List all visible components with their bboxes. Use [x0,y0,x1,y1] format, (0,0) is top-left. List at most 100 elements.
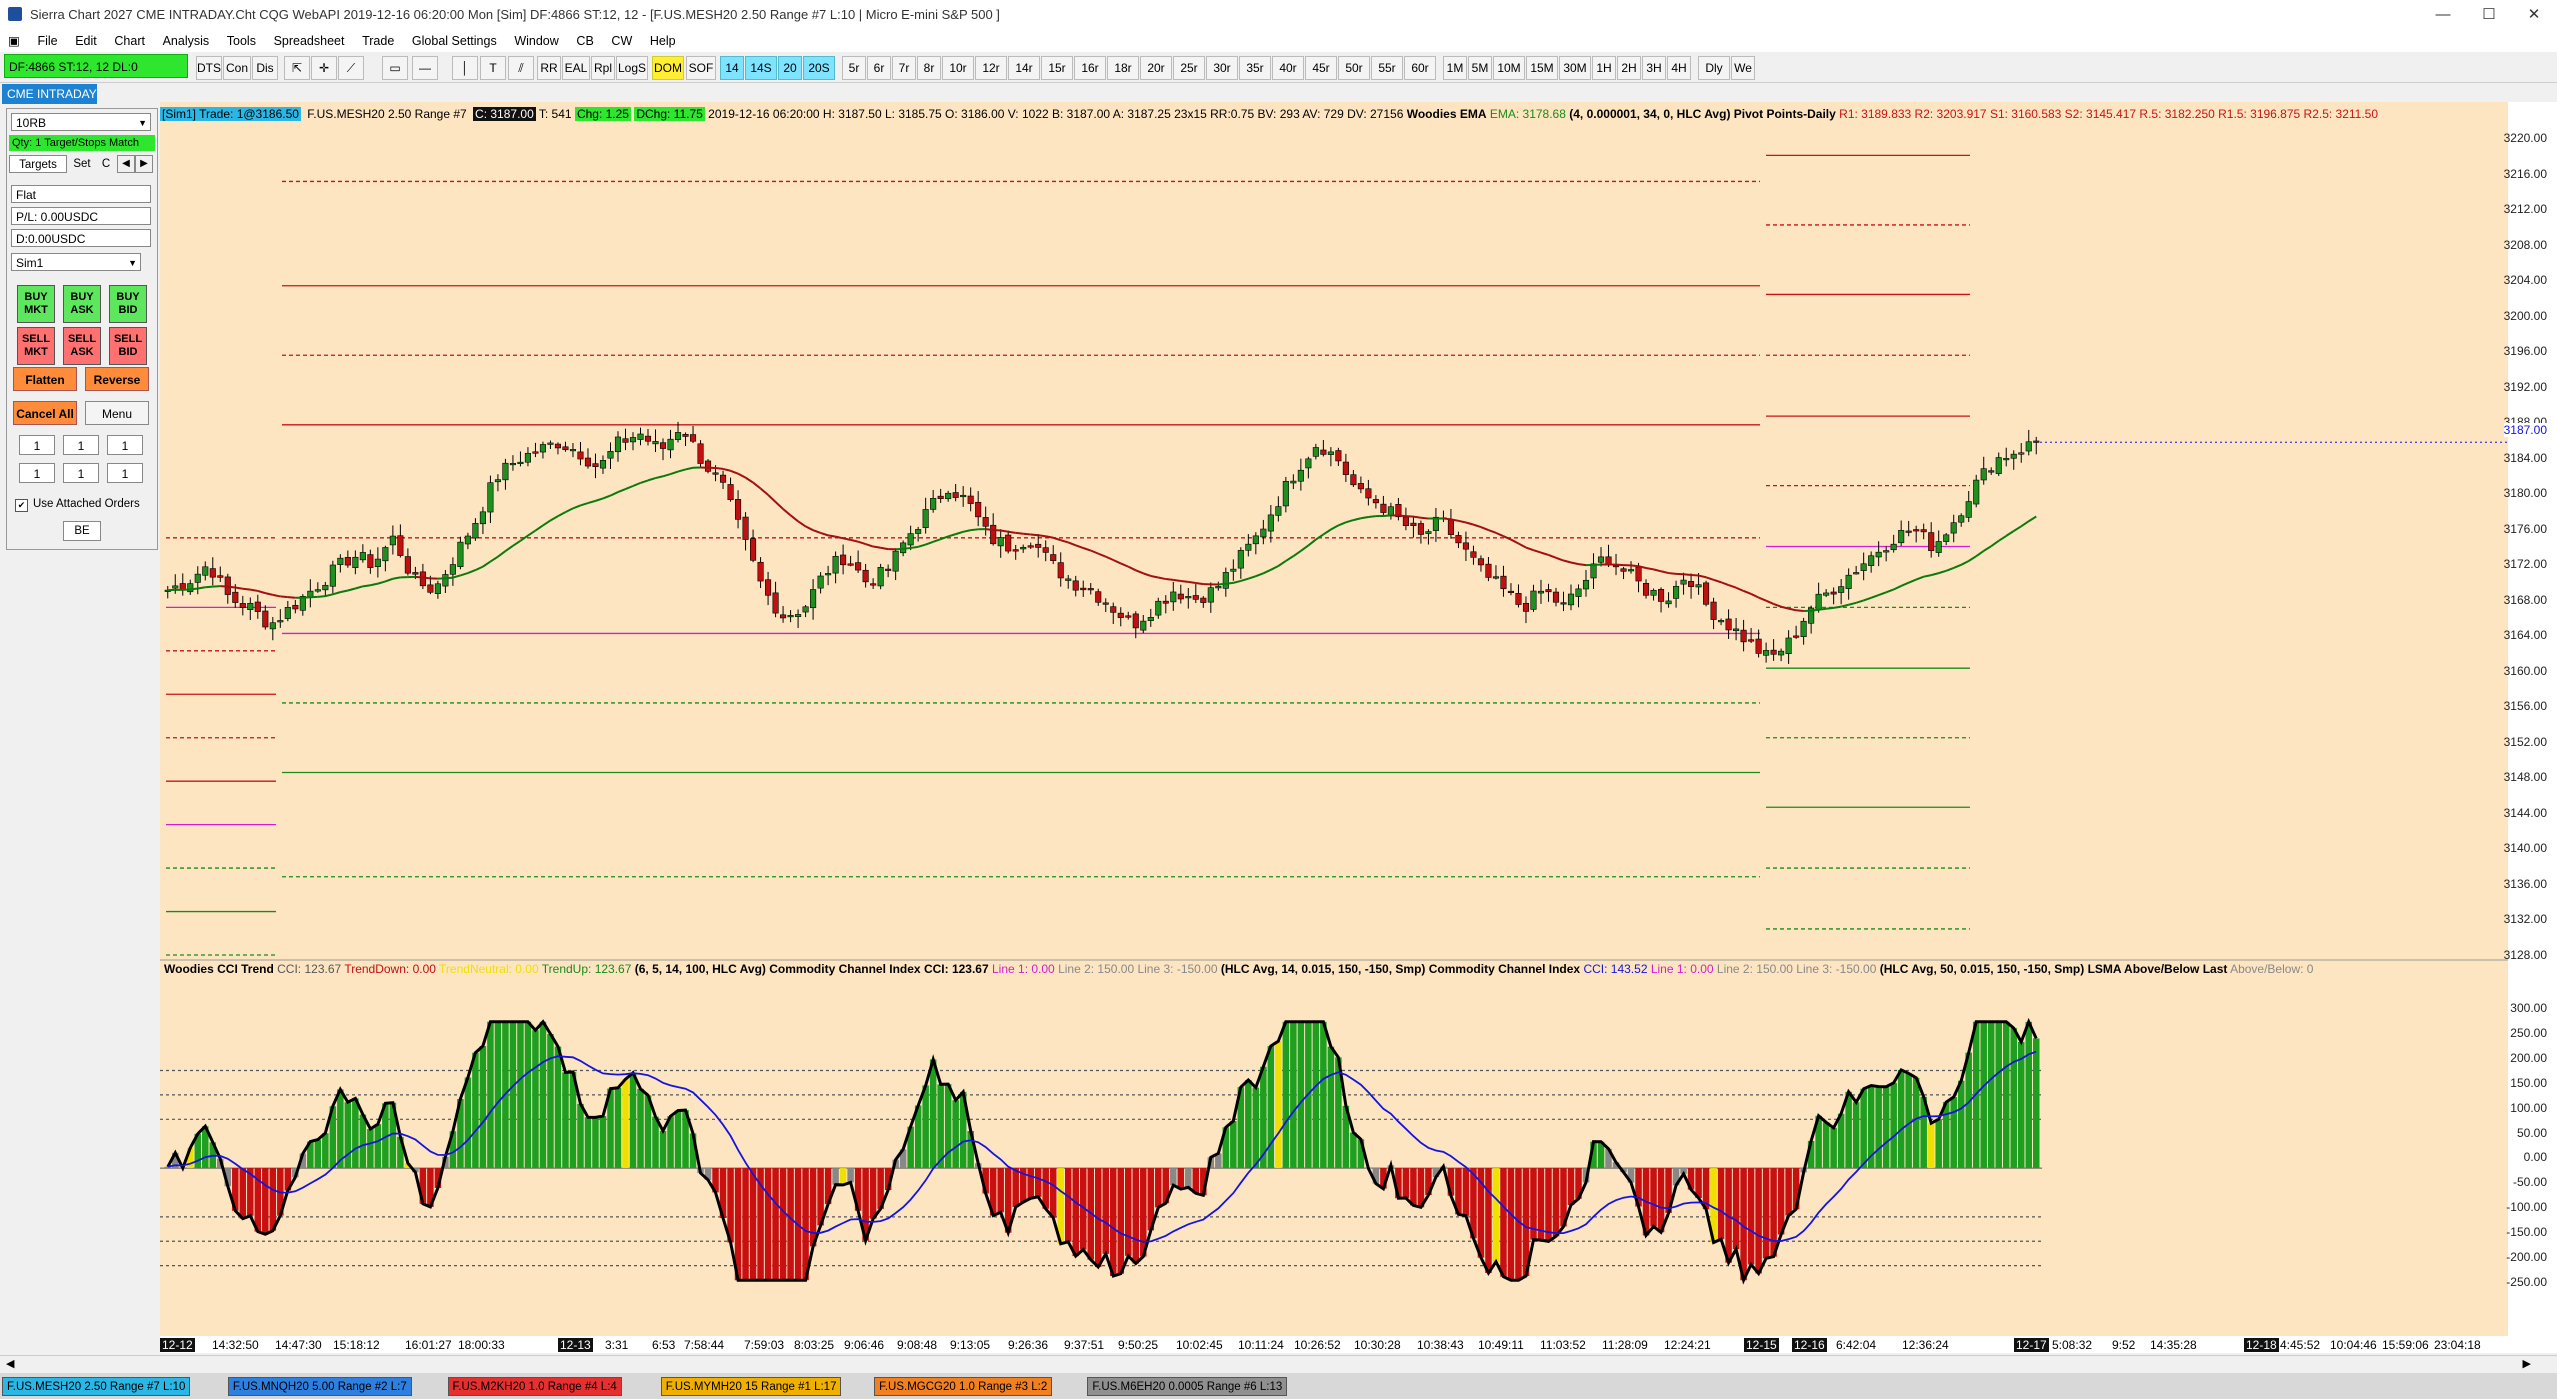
chart-tab-3[interactable]: F.US.M2KH20 1.0 Range #4 L:4 [447,1377,622,1396]
timeframe-button-6r[interactable]: 6r [867,56,891,80]
timeframe-button-1m[interactable]: 1M [1443,56,1467,80]
pointer-tool-icon[interactable]: ⇱ [284,56,310,80]
sell-market-button[interactable]: SELL MKT [17,327,55,365]
chartbook-tab[interactable]: CME INTRADAY [2,84,97,104]
timeframe-button-2h[interactable]: 2H [1617,56,1641,80]
bar-type-select[interactable]: 10RB ▼ [11,113,151,131]
menu-tools[interactable]: Tools [226,34,256,48]
timeframe-button-12r[interactable]: 12r [975,56,1007,80]
chart-area[interactable] [160,102,2508,1353]
tab-set[interactable]: Set [73,158,91,170]
timeframe-button-4h[interactable]: 4H [1667,56,1691,80]
logs-button[interactable]: LogS [616,56,648,80]
timeframe-button-we[interactable]: We [1731,56,1755,80]
text-tool-icon[interactable]: T [480,56,506,80]
timeframe-button-14r[interactable]: 14r [1008,56,1040,80]
cancel-all-button[interactable]: Cancel All [13,401,77,425]
reverse-button[interactable]: Reverse [85,367,149,391]
rr-button[interactable]: RR [537,56,561,80]
menu-global-settings[interactable]: Global Settings [411,34,497,48]
account-select[interactable]: Sim1 ▼ [11,253,141,271]
timeframe-button-8r[interactable]: 8r [917,56,941,80]
timeframe-button-25r[interactable]: 25r [1173,56,1205,80]
timeframe-button-30r[interactable]: 30r [1206,56,1238,80]
line-tool-icon[interactable]: ⟋ [338,56,364,80]
qty-cell[interactable]: 1 [107,435,143,455]
crosshair-tool-icon[interactable]: ✛ [311,56,337,80]
buy-market-button[interactable]: BUY MKT [17,285,55,323]
chart-tab-4[interactable]: F.US.MYMH20 15 Range #1 L:17 [660,1377,842,1396]
timeframe-button-20[interactable]: 20 [778,56,802,80]
buy-bid-button[interactable]: BUY BID [109,285,147,323]
qty-cell[interactable]: 1 [19,435,55,455]
timeframe-button-35r[interactable]: 35r [1239,56,1271,80]
buy-ask-button[interactable]: BUY ASK [63,285,101,323]
time-axis[interactable]: 12-12 14:32:50 14:47:30 15:18:12 16:01:27 18:… [160,1336,2508,1353]
eal-button[interactable]: EAL [562,56,590,80]
timeframe-button-30m[interactable]: 30M [1559,56,1591,80]
timeframe-button-20s[interactable]: 20S [803,56,835,80]
timeframe-button-10r[interactable]: 10r [942,56,974,80]
breakeven-button[interactable]: BE [63,521,101,541]
timeframe-button-45r[interactable]: 45r [1305,56,1337,80]
arrow-right-icon[interactable]: ▶ [135,155,153,173]
tab-targets[interactable]: Targets [9,155,67,173]
sell-ask-button[interactable]: SELL ASK [63,327,101,365]
timeframe-button-14[interactable]: 14 [720,56,744,80]
rectangle-tool-icon[interactable]: ▭ [382,56,408,80]
menu-spreadsheet[interactable]: Spreadsheet [273,34,345,48]
qty-cell[interactable]: 1 [19,463,55,483]
timeframe-button-55r[interactable]: 55r [1371,56,1403,80]
timeframe-button-3h[interactable]: 3H [1642,56,1666,80]
chart-tab-6[interactable]: F.US.M6EH20 0.0005 Range #6 L:13 [1087,1377,1288,1396]
timeframe-button-7r[interactable]: 7r [892,56,916,80]
maximize-button[interactable]: ☐ [2482,6,2496,23]
menu-edit[interactable]: Edit [75,34,97,48]
sof-button[interactable]: SOF [686,56,716,80]
close-button[interactable]: ✕ [2527,6,2541,23]
disconnect-button[interactable]: Dis [252,56,278,80]
timeframe-button-1h[interactable]: 1H [1592,56,1616,80]
timeframe-button-15m[interactable]: 15M [1526,56,1558,80]
chart-tab-5[interactable]: F.US.MGCG20 1.0 Range #3 L:2 [874,1377,1053,1396]
tab-c[interactable]: C [101,158,111,170]
timeframe-button-15r[interactable]: 15r [1041,56,1073,80]
horizontal-scrollbar[interactable]: ◀ ▶ [0,1355,2557,1373]
scroll-left-icon[interactable]: ◀ [6,1358,15,1370]
timeframe-button-40r[interactable]: 40r [1272,56,1304,80]
timeframe-button-14s[interactable]: 14S [745,56,777,80]
chart-tab-1[interactable]: F.US.MESH20 2.50 Range #7 L:10 [2,1377,191,1396]
qty-cell[interactable]: 1 [107,463,143,483]
vertical-line-tool-icon[interactable]: │ [452,56,478,80]
timeframe-button-dly[interactable]: Dly [1698,56,1730,80]
menu-file[interactable]: File [37,34,58,48]
attached-orders-checkbox[interactable]: ✔ [15,499,28,512]
mdi-icon[interactable]: ▣ [8,34,20,48]
timeframe-button-5m[interactable]: 5M [1468,56,1492,80]
minimize-button[interactable]: — [2435,6,2451,23]
menu-help[interactable]: Help [649,34,676,48]
chart-tab-2[interactable]: F.US.MNQH20 5.00 Range #2 L:7 [227,1377,412,1396]
scroll-right-icon[interactable]: ▶ [2522,1358,2531,1370]
menu-cb[interactable]: CB [576,34,594,48]
menu-trade[interactable]: Trade [362,34,395,48]
menu-analysis[interactable]: Analysis [162,34,210,48]
rpl-button[interactable]: Rpl [591,56,615,80]
qty-cell[interactable]: 1 [63,435,99,455]
timeframe-button-18r[interactable]: 18r [1107,56,1139,80]
dom-button[interactable]: DOM [652,56,684,80]
timeframe-button-60r[interactable]: 60r [1404,56,1436,80]
timeframe-button-16r[interactable]: 16r [1074,56,1106,80]
menu-window[interactable]: Window [514,34,559,48]
arrow-left-icon[interactable]: ◀ [117,155,135,173]
qty-cell[interactable]: 1 [63,463,99,483]
flatten-button[interactable]: Flatten [13,367,77,391]
connect-button[interactable]: Con [223,56,251,80]
timeframe-button-10m[interactable]: 10M [1493,56,1525,80]
menu-cw[interactable]: CW [611,34,633,48]
chart-canvas[interactable] [160,102,2508,1336]
menu-button[interactable]: Menu [85,401,149,425]
timeframe-button-5r[interactable]: 5r [842,56,866,80]
timeframe-button-20r[interactable]: 20r [1140,56,1172,80]
dts-button[interactable]: DTS [196,56,222,80]
